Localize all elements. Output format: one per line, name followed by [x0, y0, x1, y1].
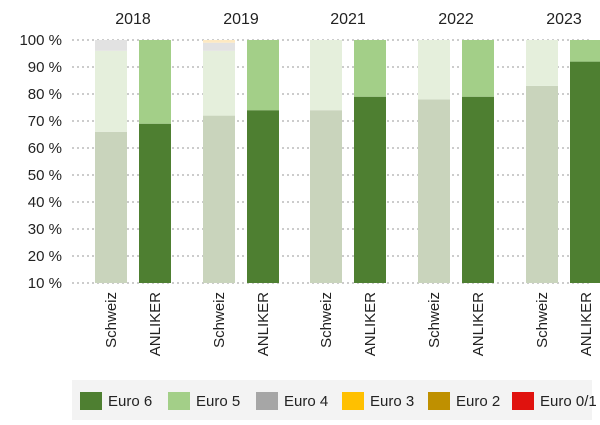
legend-label: Euro 5	[196, 392, 241, 410]
y-tick-label: 80 %	[28, 86, 62, 103]
legend-label: Euro 3	[370, 392, 415, 410]
legend-swatch	[80, 392, 102, 410]
group-year-label: 2023	[546, 11, 582, 28]
bar-segment-anliker	[354, 96, 386, 283]
legend-label: Euro 0/1	[540, 392, 597, 410]
bar-segment-anliker	[247, 110, 279, 283]
bar-label-schweiz: Schweiz	[534, 292, 551, 348]
group-year-label: 2018	[115, 11, 151, 28]
bar-segment-schweiz	[310, 40, 342, 111]
legend-item: Euro 5	[168, 392, 240, 410]
bar-label-anliker: ANLIKER	[578, 292, 595, 356]
bar-segment-anliker	[462, 40, 494, 97]
bar-segment-anliker	[247, 40, 279, 111]
bar-label-anliker: ANLIKER	[255, 292, 272, 356]
bar-segment-anliker	[354, 40, 386, 97]
bar-segment-schweiz	[95, 50, 127, 132]
y-tick-label: 100 %	[19, 32, 62, 49]
group-year-label: 2022	[438, 11, 474, 28]
bar-segment-schweiz	[418, 99, 450, 284]
bar-label-schweiz: Schweiz	[426, 292, 443, 348]
bar-label-schweiz: Schweiz	[103, 292, 120, 348]
legend-item: Euro 4	[256, 392, 328, 410]
y-tick-label: 30 %	[28, 221, 62, 238]
legend-item: Euro 0/1	[512, 392, 597, 410]
y-tick-label: 20 %	[28, 248, 62, 265]
legend-item: Euro 6	[80, 392, 152, 410]
bar-segment-schweiz	[203, 40, 235, 43]
bar-segment-anliker	[139, 123, 171, 283]
legend-swatch	[512, 392, 534, 410]
bar-segment-schweiz	[526, 40, 558, 86]
bar-segment-anliker	[570, 40, 600, 62]
legend-item: Euro 3	[342, 392, 414, 410]
bar-segment-schweiz	[95, 131, 127, 283]
group-year-label: 2019	[223, 11, 259, 28]
y-tick-label: 60 %	[28, 140, 62, 157]
y-tick-label: 50 %	[28, 167, 62, 184]
legend-label: Euro 4	[284, 392, 329, 410]
bar-segment-schweiz	[203, 50, 235, 116]
bar-segment-anliker	[139, 40, 171, 124]
bar-label-anliker: ANLIKER	[147, 292, 164, 356]
legend-label: Euro 2	[456, 392, 501, 410]
bar-label-schweiz: Schweiz	[211, 292, 228, 348]
stacked-bar-chart: 10 % 20 % 30 % 40 % 50 % 60 % 70 % 80 % 90 % 100 …	[19, 11, 600, 356]
bar-label-anliker: ANLIKER	[362, 292, 379, 356]
bar-segment-schweiz	[203, 42, 235, 51]
y-tick-label: 40 %	[28, 194, 62, 211]
legend-swatch	[256, 392, 278, 410]
chart-legend: Euro 6 Euro 5 Euro 4 Euro 3 Euro 2 Euro 0/1	[72, 380, 597, 420]
bar-label-schweiz: Schweiz	[318, 292, 335, 348]
bar-segment-schweiz	[203, 115, 235, 283]
y-tick-label: 90 %	[28, 59, 62, 76]
legend-swatch	[168, 392, 190, 410]
group-year-label: 2021	[330, 11, 366, 28]
y-tick-label: 10 %	[28, 275, 62, 292]
bar-segment-schweiz	[418, 40, 450, 100]
bar-segment-schweiz	[95, 40, 127, 51]
legend-swatch	[342, 392, 364, 410]
legend-label: Euro 6	[108, 392, 153, 410]
bar-label-anliker: ANLIKER	[470, 292, 487, 356]
bar-segment-anliker	[570, 61, 600, 283]
y-tick-label: 70 %	[28, 113, 62, 130]
legend-item: Euro 2	[428, 392, 500, 410]
legend-swatch	[428, 392, 450, 410]
bar-segment-schweiz	[526, 85, 558, 284]
bar-segment-schweiz	[310, 110, 342, 283]
bar-segment-anliker	[462, 96, 494, 283]
